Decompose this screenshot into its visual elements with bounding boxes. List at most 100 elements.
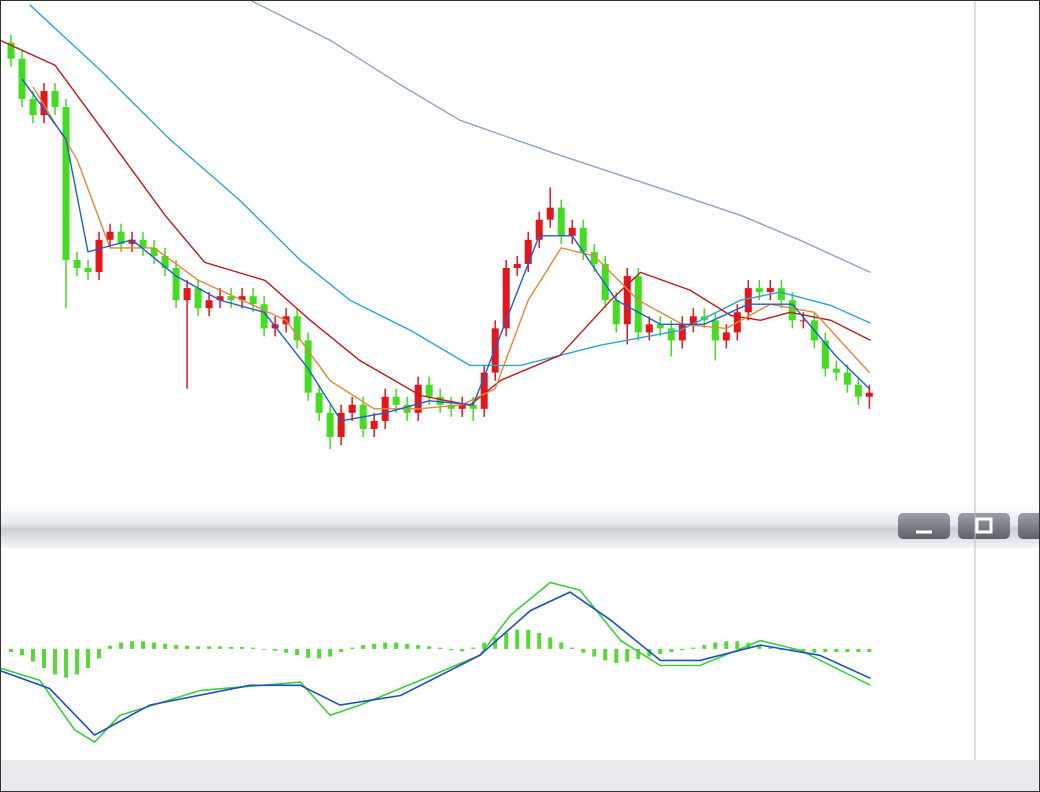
candle-body — [535, 219, 543, 240]
candle-body — [568, 227, 576, 236]
histogram-bar — [20, 648, 25, 656]
histogram-bar — [845, 648, 850, 653]
histogram-bar — [691, 647, 696, 649]
close-button[interactable] — [1018, 513, 1040, 539]
restore-icon — [975, 517, 993, 534]
moving-average-line — [0, 39, 871, 406]
histogram-bar — [196, 646, 201, 649]
histogram-bar — [504, 632, 509, 649]
histogram-bar — [482, 642, 487, 649]
histogram-bar — [801, 648, 806, 653]
histogram-bar — [438, 647, 443, 649]
restore-button[interactable] — [958, 513, 1010, 539]
candle-body — [480, 372, 488, 409]
candle-body — [623, 276, 631, 325]
histogram-bar — [449, 648, 454, 651]
candle-body — [458, 404, 466, 409]
histogram-bar — [680, 648, 685, 651]
histogram-bar — [537, 632, 542, 649]
histogram-bar — [713, 642, 718, 649]
candle-body — [238, 296, 246, 301]
candle-body — [843, 372, 851, 385]
histogram-bar — [559, 642, 564, 649]
candle-body — [161, 255, 169, 268]
histogram-bar — [251, 647, 256, 649]
candle-body — [172, 267, 180, 301]
candle-body — [711, 320, 719, 341]
candle-body — [117, 231, 125, 244]
minimize-button[interactable] — [898, 513, 950, 539]
candle-body — [392, 396, 400, 405]
histogram-bar — [526, 629, 531, 649]
panel-separator — [0, 505, 1040, 548]
candle-body — [612, 300, 620, 325]
histogram-bar — [603, 648, 608, 661]
marks-layer — [0, 0, 873, 744]
candle-body — [689, 316, 697, 325]
histogram-bar — [218, 646, 223, 649]
histogram-bar — [867, 648, 872, 653]
histogram-bar — [273, 648, 278, 651]
candle-body — [348, 404, 356, 413]
candle-body — [249, 296, 257, 305]
histogram-bar — [383, 642, 388, 649]
histogram-bar — [779, 648, 784, 651]
histogram-bar — [240, 646, 245, 649]
histogram-bar — [207, 646, 212, 649]
candle-body — [183, 288, 191, 301]
histogram-bar — [284, 648, 289, 653]
histogram-bar — [141, 641, 146, 649]
histogram-bar — [317, 648, 322, 659]
candle-body — [524, 239, 532, 264]
candle-body — [106, 231, 114, 240]
candle-body — [744, 288, 752, 313]
histogram-bar — [53, 648, 58, 675]
histogram-bar — [823, 648, 828, 653]
axis-area — [975, 0, 1040, 792]
x-axis-bar — [0, 760, 1040, 792]
moving-average-line — [21, 78, 870, 422]
histogram-bar — [185, 645, 190, 649]
candle-body — [128, 239, 136, 244]
histogram-bar — [361, 645, 366, 649]
histogram-bar — [834, 648, 839, 653]
candle-body — [337, 412, 345, 437]
candle-body — [227, 296, 235, 301]
moving-average-line — [249, 0, 871, 274]
moving-average-line — [29, 4, 871, 367]
histogram-bar — [735, 641, 740, 649]
histogram-bar — [625, 648, 630, 662]
histogram-bar — [647, 648, 652, 657]
histogram-bar — [306, 648, 311, 658]
histogram-bar — [614, 648, 619, 663]
candle-body — [579, 227, 587, 252]
candle-body — [645, 324, 653, 333]
candle-body — [766, 288, 774, 293]
candle-body — [326, 412, 334, 437]
candle-body — [865, 392, 873, 397]
candle-body — [84, 267, 92, 273]
candle-body — [73, 259, 81, 268]
histogram-bar — [515, 629, 520, 649]
candle-body — [777, 288, 785, 301]
candle-body — [40, 90, 48, 116]
candle-body — [469, 404, 477, 409]
histogram-bar — [460, 648, 465, 652]
histogram-bar — [581, 648, 586, 653]
histogram-bar — [548, 637, 553, 649]
candle-body — [788, 300, 796, 321]
histogram-bar — [493, 637, 498, 649]
histogram-bar — [405, 643, 410, 649]
histogram-bar — [570, 647, 575, 649]
candle-body — [832, 368, 840, 373]
histogram-bar — [174, 645, 179, 649]
candle-body — [304, 340, 312, 393]
candle-body — [205, 300, 213, 309]
candle-body — [821, 340, 829, 369]
histogram-bar — [394, 642, 399, 649]
candle-body — [601, 263, 609, 301]
candle-body — [194, 288, 202, 309]
histogram-bar — [163, 643, 168, 649]
candle-body — [678, 324, 686, 341]
